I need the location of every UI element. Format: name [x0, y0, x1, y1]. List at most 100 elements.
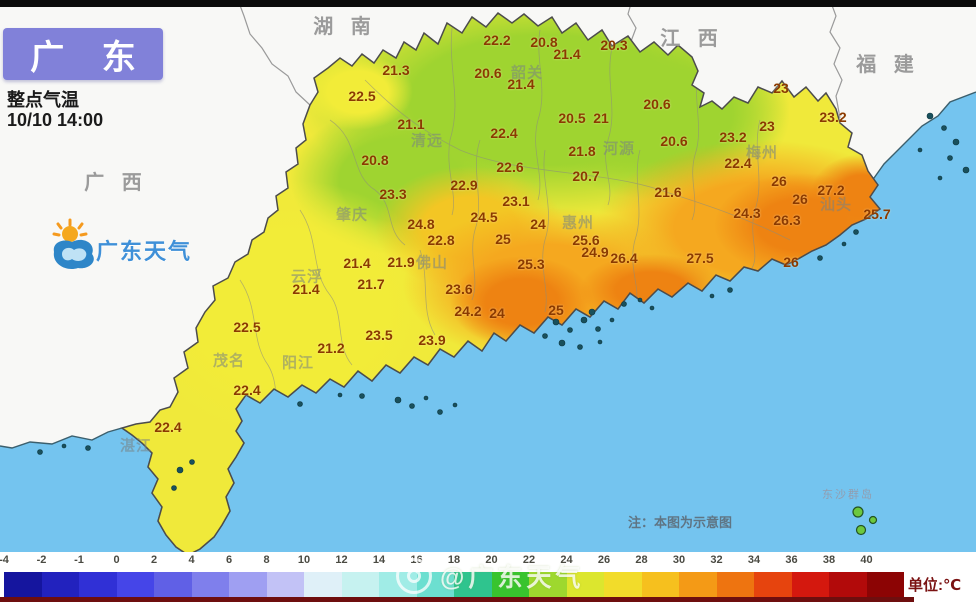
map-datetime: 10/10 14:00: [7, 110, 104, 130]
temperature-value: 26: [771, 173, 787, 189]
scale-tick-label: -1: [74, 554, 84, 566]
temperature-value: 22.4: [154, 419, 182, 435]
temperature-value: 22.6: [496, 159, 524, 175]
city-label: 云浮: [290, 268, 324, 286]
temperature-value: 24.2: [454, 303, 482, 319]
scale-tick-label: -2: [36, 554, 47, 566]
scale-color-segment: [679, 572, 717, 597]
scale-tick-label: 10: [297, 554, 311, 566]
temperature-value: 25.6: [572, 232, 600, 248]
province-label: 江 西: [660, 28, 724, 50]
temperature-value: 23: [773, 80, 789, 96]
temperature-value: 21.8: [568, 143, 596, 159]
scale-tick-label: 22: [522, 554, 536, 566]
temperature-value: 22.9: [450, 177, 478, 193]
temperature-value: 23: [759, 118, 775, 134]
scale-baseline: [0, 597, 914, 602]
temperature-value: 20.3: [600, 37, 628, 53]
watermark: @广东天气: [396, 558, 584, 594]
temperature-value: 24: [489, 305, 505, 321]
city-label: 湛江: [119, 437, 153, 455]
scale-unit-label: 单位:℃: [908, 577, 962, 594]
temperature-value: 21.4: [343, 255, 371, 271]
disclaimer-note: 注：本图为示意图: [628, 515, 733, 530]
temperature-value: 22.2: [483, 32, 511, 48]
scale-tick-label: 36: [785, 554, 798, 566]
scale-color-bar: [4, 572, 904, 597]
temperature-value: 26.4: [610, 250, 638, 266]
city-label: 佛山: [415, 254, 449, 272]
dongsha-islands: [852, 506, 878, 536]
scale-color-segment: [454, 572, 492, 597]
scale-tick-label: 0: [113, 554, 120, 566]
scale-color-segment: [341, 572, 379, 597]
temperature-value: 23.3: [379, 186, 407, 202]
temperature-value: 21.9: [387, 254, 415, 270]
scale-tick-label: 34: [747, 554, 761, 566]
temperature-value: 21: [593, 110, 609, 126]
scale-tick-label: 20: [485, 554, 498, 566]
temperature-value: 21.4: [553, 46, 581, 62]
temperature-value: 24: [530, 216, 546, 232]
temperature-value: 21.1: [397, 116, 425, 132]
temperature-value: 22.4: [724, 155, 752, 171]
temperature-value: 22.8: [427, 232, 455, 248]
temperature-value: 23.6: [445, 281, 473, 297]
scale-color-segment: [154, 572, 192, 597]
temperature-value: 27.5: [686, 250, 714, 266]
region-banner-label: 广 东: [30, 38, 150, 77]
scale-tick-label: 38: [822, 554, 836, 566]
temperature-value: 22.5: [233, 319, 261, 335]
scale-color-segment: [641, 572, 679, 597]
temperature-value: 23.1: [502, 193, 530, 209]
scale-tick-label: 14: [372, 554, 386, 566]
city-label: 韶关: [510, 64, 544, 82]
temperature-value: 26: [792, 191, 808, 207]
temperature-value: 20.8: [530, 34, 558, 50]
scale-tick-label: 8: [263, 554, 270, 566]
map-subtitle: 整点气温: [7, 90, 79, 110]
temperature-value: 20.7: [572, 168, 600, 184]
temperature-value: 21.2: [317, 340, 345, 356]
logo-label: 广东天气: [96, 239, 193, 264]
scale-tick-label: 32: [710, 554, 723, 566]
temperature-value: 22.5: [348, 88, 376, 104]
temperature-value: 24.5: [470, 209, 498, 225]
city-label: 汕头: [819, 196, 853, 214]
temperature-value: 24.3: [733, 205, 761, 221]
scale-tick-label: 6: [225, 554, 233, 566]
dongsha-islands-label: 东沙群岛: [822, 489, 874, 501]
temperature-value: 21.6: [654, 184, 682, 200]
temperature-value: 22.4: [490, 125, 518, 141]
scale-color-segment: [116, 572, 154, 597]
scale-color-segment: [191, 572, 229, 597]
temperature-value: 25: [495, 231, 511, 247]
temperature-value: 21.4: [507, 76, 535, 92]
city-label: 梅州: [745, 144, 779, 162]
temperature-value: 23.2: [819, 109, 847, 125]
scale-color-segment: [604, 572, 642, 597]
scale-tick-label: 4: [188, 554, 195, 566]
scale-color-segment: [304, 572, 342, 597]
region-banner: 广 东: [3, 28, 163, 80]
temperature-value: 20.6: [643, 96, 671, 112]
scale-tick-label: 28: [635, 554, 648, 566]
scale-tick-label: 2: [150, 554, 158, 566]
city-label: 河源: [602, 140, 636, 158]
city-label: 肇庆: [335, 206, 369, 224]
temperature-value: 23.9: [418, 332, 446, 348]
temperature-value: 26.3: [773, 212, 801, 228]
temperature-value: 20.8: [361, 152, 389, 168]
weather-service-logo: 广东天气: [18, 216, 278, 276]
scale-tick-label: 24: [560, 554, 573, 566]
scale-color-segment: [79, 572, 117, 597]
temperature-value: 21.3: [382, 62, 410, 78]
scale-tick-label: -4: [0, 554, 9, 566]
temperature-value: 23.2: [719, 129, 747, 145]
weibo-icon: [396, 558, 432, 594]
scale-color-segment: [529, 572, 567, 597]
scale-color-segment: [566, 572, 604, 597]
scale-color-segment: [791, 572, 829, 597]
